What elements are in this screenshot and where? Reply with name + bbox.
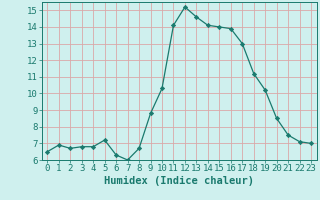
X-axis label: Humidex (Indice chaleur): Humidex (Indice chaleur) [104, 176, 254, 186]
